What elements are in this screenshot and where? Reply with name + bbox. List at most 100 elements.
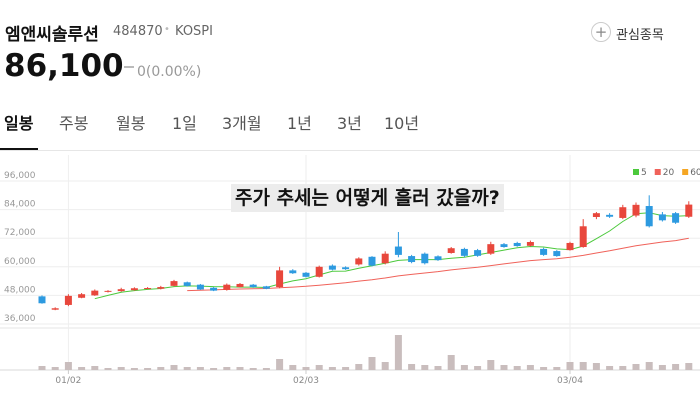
- volume-bar: [196, 367, 204, 370]
- watch-button[interactable]: 관심종목: [616, 28, 664, 43]
- candle-body: [434, 256, 442, 261]
- volume-bar: [434, 366, 442, 370]
- candle-body: [381, 253, 389, 264]
- volume-bar: [381, 362, 389, 370]
- tab[interactable]: 1년: [287, 114, 312, 133]
- volume-bar: [487, 360, 495, 370]
- market: KOSPI: [175, 24, 213, 39]
- volume-bar: [632, 364, 640, 370]
- candle-body: [38, 296, 46, 304]
- y-tick-label: 96,000: [4, 171, 36, 181]
- flat-icon: [124, 66, 134, 68]
- candle-body: [553, 251, 561, 257]
- legend-swatch: [654, 169, 661, 175]
- candle-body: [487, 244, 495, 254]
- candle-body: [51, 308, 59, 310]
- candle-body: [342, 267, 350, 270]
- tab[interactable]: 1일: [172, 114, 197, 133]
- tab[interactable]: 3년: [337, 114, 362, 133]
- volume-bar: [658, 365, 666, 370]
- volume-bar: [276, 359, 284, 370]
- separator: •: [164, 24, 170, 35]
- volume-bar: [328, 367, 336, 370]
- candle-body: [460, 248, 468, 256]
- volume-bar: [460, 365, 468, 370]
- volume-bar: [262, 368, 270, 370]
- volume-bar: [289, 365, 297, 370]
- candle-body: [170, 281, 178, 286]
- candle-body: [513, 242, 521, 247]
- candle-body: [474, 250, 482, 256]
- volume-bar: [408, 364, 416, 370]
- candle-body: [196, 284, 204, 290]
- candle-body: [685, 204, 693, 217]
- volume-bar: [606, 366, 614, 370]
- tab[interactable]: 10년: [384, 114, 420, 133]
- tab[interactable]: 일봉: [4, 114, 34, 133]
- candle-body: [606, 214, 614, 217]
- volume-bar: [342, 367, 350, 370]
- candle-body: [315, 266, 323, 277]
- candle-body: [91, 290, 99, 296]
- volume-bar: [672, 364, 680, 370]
- volume-bar: [645, 362, 653, 370]
- volume-bar: [210, 368, 218, 370]
- volume-bar: [579, 362, 587, 370]
- tab[interactable]: 3개월: [222, 114, 262, 133]
- volume-bar: [104, 368, 112, 370]
- candle-body: [236, 283, 244, 288]
- volume-bar: [566, 362, 574, 370]
- candle-body: [658, 214, 666, 221]
- volume-bar: [223, 367, 231, 370]
- tab[interactable]: 주봉: [59, 114, 89, 133]
- volume-bar: [183, 367, 191, 370]
- volume-bar: [249, 368, 257, 370]
- plus-icon[interactable]: +: [591, 22, 611, 42]
- candle-body: [210, 287, 218, 291]
- volume-bar: [91, 366, 99, 370]
- volume-bar: [500, 365, 508, 370]
- y-tick-label: 36,000: [4, 314, 36, 324]
- candle-body: [328, 265, 336, 270]
- volume-bar: [513, 366, 521, 370]
- candle-body: [632, 204, 640, 216]
- volume-bar: [315, 365, 323, 370]
- x-tick-label: 03/04: [557, 376, 583, 386]
- candle-body: [421, 253, 429, 264]
- volume-bar: [38, 366, 46, 370]
- volume-bar: [236, 367, 244, 370]
- candle-body: [183, 282, 191, 286]
- tab[interactable]: 월봉: [116, 114, 146, 133]
- y-tick-label: 48,000: [4, 285, 36, 295]
- volume-bar: [447, 355, 455, 370]
- candle-body: [672, 213, 680, 223]
- candle-body: [262, 286, 270, 289]
- volume-bar: [394, 335, 402, 370]
- candle-body: [104, 290, 112, 292]
- x-tick-label: 01/02: [55, 376, 81, 386]
- volume-bar: [592, 363, 600, 370]
- candle-body: [117, 289, 125, 292]
- volume-bar: [51, 367, 59, 370]
- volume-bar: [117, 367, 125, 370]
- candle-body: [130, 288, 138, 291]
- legend-swatch: [633, 169, 639, 175]
- stock-code: 484870: [113, 24, 163, 39]
- candle-body: [566, 242, 574, 251]
- divider: [0, 150, 700, 151]
- candle-body: [368, 256, 376, 266]
- candle-body: [276, 270, 284, 288]
- volume-bar: [144, 368, 152, 370]
- candle-body: [64, 295, 72, 305]
- candle-body: [540, 248, 548, 255]
- candle-body: [302, 272, 310, 277]
- y-tick-label: 84,000: [4, 200, 36, 210]
- candle-body: [447, 248, 455, 253]
- volume-bar: [368, 357, 376, 370]
- candle-body: [645, 206, 653, 227]
- legend-label: 20: [663, 168, 675, 178]
- candle-body: [289, 270, 297, 274]
- stock-name: 엠앤씨솔루션: [5, 25, 99, 45]
- candle-body: [619, 207, 627, 218]
